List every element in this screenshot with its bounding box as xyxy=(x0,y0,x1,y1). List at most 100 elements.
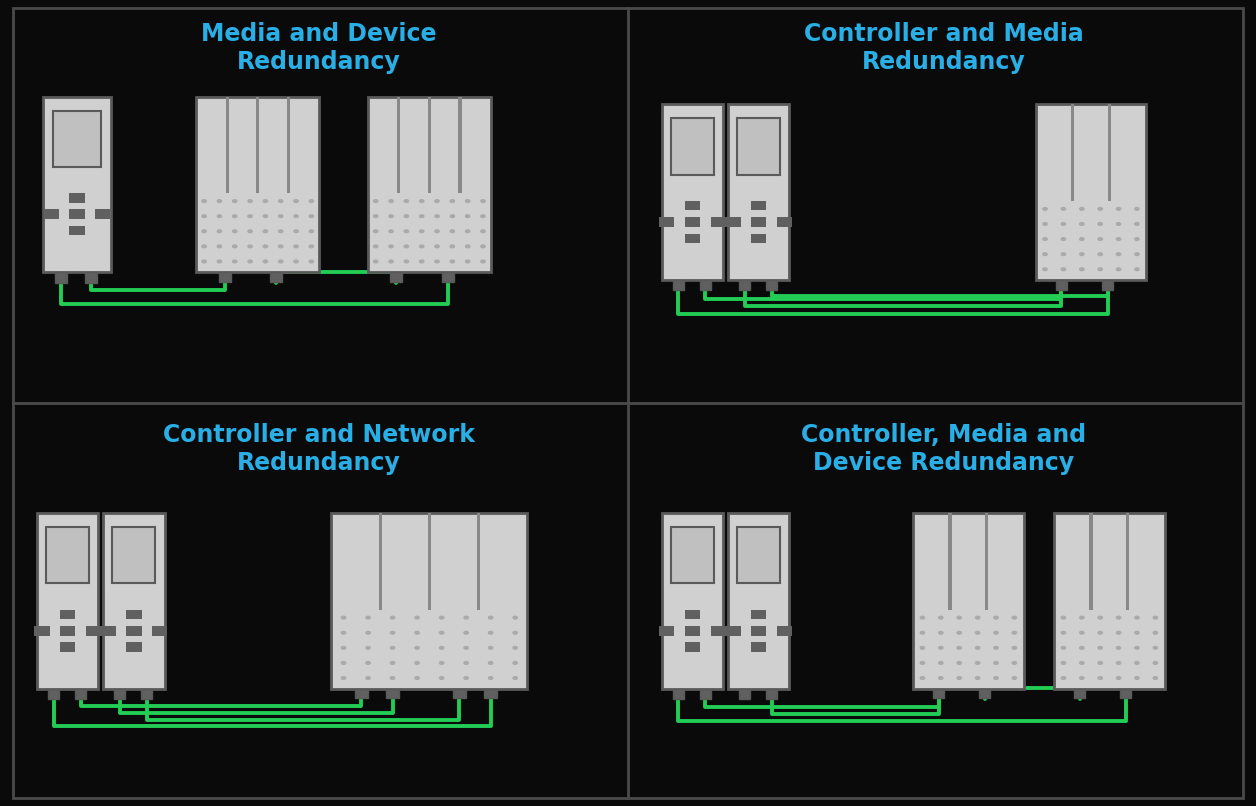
Circle shape xyxy=(466,245,470,247)
Circle shape xyxy=(1117,631,1120,634)
Bar xyxy=(1108,104,1110,201)
Bar xyxy=(1054,513,1164,688)
Circle shape xyxy=(938,677,943,679)
Bar xyxy=(127,626,142,636)
Circle shape xyxy=(1080,238,1084,240)
Circle shape xyxy=(414,662,420,664)
Circle shape xyxy=(466,214,470,218)
Circle shape xyxy=(957,617,961,619)
Bar xyxy=(659,626,674,636)
Circle shape xyxy=(365,662,371,664)
Circle shape xyxy=(481,230,485,233)
Bar xyxy=(1120,688,1132,698)
Circle shape xyxy=(232,214,237,218)
Circle shape xyxy=(1012,677,1016,679)
Circle shape xyxy=(512,631,517,634)
Circle shape xyxy=(435,230,440,233)
Circle shape xyxy=(1080,222,1084,226)
Circle shape xyxy=(1098,631,1103,634)
Circle shape xyxy=(1080,662,1084,664)
Circle shape xyxy=(1061,207,1065,210)
Circle shape xyxy=(264,214,268,218)
Circle shape xyxy=(365,646,371,649)
Circle shape xyxy=(1080,631,1084,634)
Circle shape xyxy=(1098,253,1103,256)
Circle shape xyxy=(342,646,345,649)
Bar xyxy=(740,280,750,290)
Circle shape xyxy=(435,245,440,247)
Circle shape xyxy=(420,200,423,202)
Text: Controller and Media
Redundancy: Controller and Media Redundancy xyxy=(804,23,1084,74)
Circle shape xyxy=(440,677,443,679)
Bar xyxy=(379,513,382,609)
Circle shape xyxy=(1098,222,1103,226)
Bar xyxy=(114,688,126,700)
Circle shape xyxy=(389,230,393,233)
Circle shape xyxy=(1117,617,1120,619)
Circle shape xyxy=(1061,677,1065,679)
Circle shape xyxy=(232,260,237,263)
Circle shape xyxy=(435,214,440,218)
Bar xyxy=(397,97,401,193)
Circle shape xyxy=(938,646,943,649)
Circle shape xyxy=(1135,631,1139,634)
Circle shape xyxy=(435,260,440,263)
Circle shape xyxy=(976,662,980,664)
Bar xyxy=(671,527,713,584)
Circle shape xyxy=(1135,646,1139,649)
Bar xyxy=(671,118,713,175)
Circle shape xyxy=(1080,646,1084,649)
Circle shape xyxy=(1061,253,1065,256)
Circle shape xyxy=(373,260,378,263)
Circle shape xyxy=(976,617,980,619)
Bar xyxy=(726,626,741,636)
Bar xyxy=(685,217,700,226)
Circle shape xyxy=(1061,238,1065,240)
Bar xyxy=(766,280,777,290)
Circle shape xyxy=(420,260,423,263)
Circle shape xyxy=(1117,222,1120,226)
Circle shape xyxy=(373,200,378,202)
Bar xyxy=(659,217,674,226)
Bar xyxy=(46,527,89,584)
Text: Controller, Media and
Device Redundancy: Controller, Media and Device Redundancy xyxy=(801,423,1086,476)
Circle shape xyxy=(1098,662,1103,664)
Bar xyxy=(1056,280,1066,289)
Circle shape xyxy=(404,200,408,202)
Circle shape xyxy=(938,617,943,619)
Circle shape xyxy=(294,245,298,247)
Circle shape xyxy=(264,200,268,202)
Circle shape xyxy=(420,245,423,247)
Bar xyxy=(48,688,59,700)
Circle shape xyxy=(1117,238,1120,240)
Bar xyxy=(751,609,766,619)
Circle shape xyxy=(294,230,298,233)
Circle shape xyxy=(391,662,394,664)
Circle shape xyxy=(1135,268,1139,271)
Bar xyxy=(737,118,780,175)
Circle shape xyxy=(1061,268,1065,271)
Circle shape xyxy=(1098,238,1103,240)
Circle shape xyxy=(1080,677,1084,679)
Circle shape xyxy=(389,245,393,247)
Circle shape xyxy=(202,214,206,218)
Circle shape xyxy=(450,230,455,233)
Circle shape xyxy=(976,677,980,679)
Circle shape xyxy=(247,230,252,233)
Circle shape xyxy=(309,230,314,233)
Circle shape xyxy=(309,214,314,218)
Circle shape xyxy=(365,631,371,634)
Circle shape xyxy=(279,200,283,202)
Circle shape xyxy=(232,230,237,233)
Bar xyxy=(726,217,741,226)
Bar xyxy=(913,513,1024,688)
Circle shape xyxy=(1061,662,1065,664)
Circle shape xyxy=(342,677,345,679)
Circle shape xyxy=(1042,222,1048,226)
Circle shape xyxy=(993,617,999,619)
Circle shape xyxy=(247,245,252,247)
Circle shape xyxy=(921,631,924,634)
Circle shape xyxy=(463,646,468,649)
Bar xyxy=(711,626,726,636)
Bar xyxy=(152,626,167,636)
